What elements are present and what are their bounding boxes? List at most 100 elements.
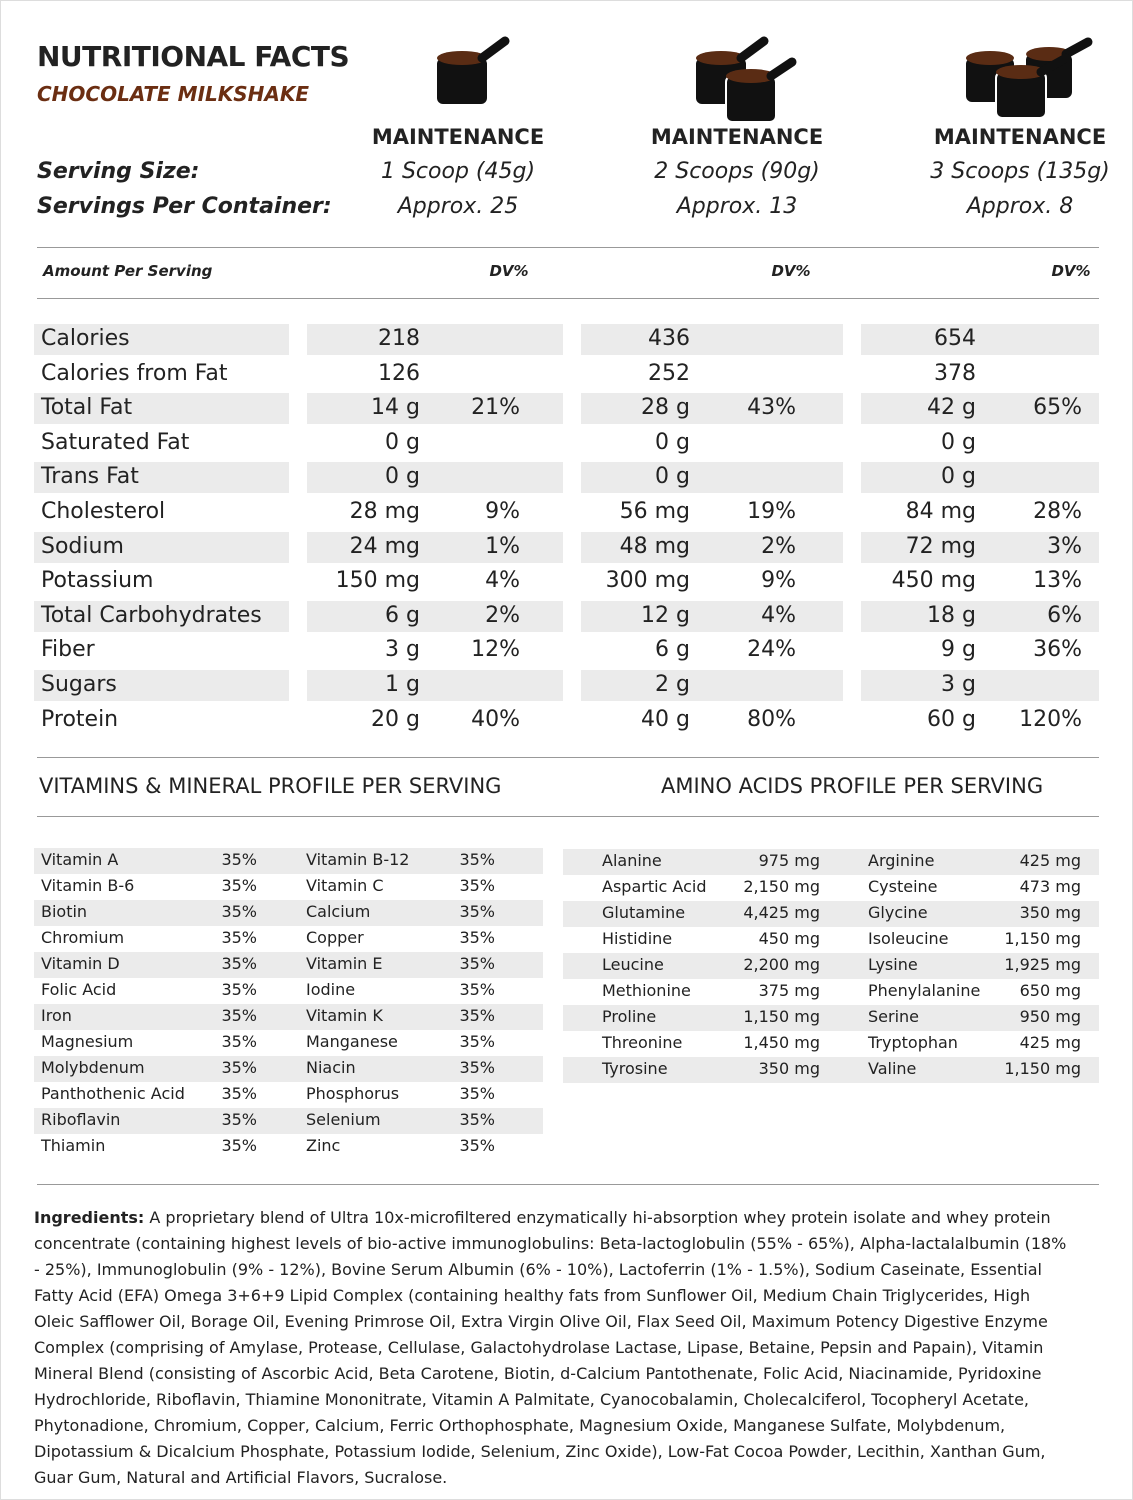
nutrient-dv: 36% <box>1033 637 1082 663</box>
item-name: Lysine <box>868 955 918 974</box>
item-amount: 350 mg <box>758 1059 820 1078</box>
nutrient-dv: 28% <box>1033 499 1082 524</box>
row-shade <box>34 900 543 926</box>
nutrient-dv: 6% <box>1047 602 1082 628</box>
row-shade <box>307 462 563 494</box>
nutrient-amount: 0 g <box>655 429 690 455</box>
item-amount: 35% <box>459 980 495 999</box>
item-name: Valine <box>868 1059 917 1078</box>
item-amount: 425 mg <box>1019 851 1081 870</box>
nutrient-amount: 42 g <box>927 395 976 421</box>
item-name: Histidine <box>602 929 673 948</box>
nutrient-name: Trans Fat <box>41 464 139 490</box>
nutrient-amount: 3 g <box>941 672 976 697</box>
row-shade <box>581 670 843 701</box>
item-name: Magnesium <box>41 1032 134 1051</box>
dv-header: DV% <box>1051 262 1091 280</box>
row-shade <box>563 953 1099 979</box>
item-amount: 425 mg <box>1019 1033 1081 1052</box>
item-amount: 35% <box>459 1032 495 1051</box>
item-name: Vitamin E <box>306 954 383 973</box>
item-amount: 650 mg <box>1019 981 1081 1000</box>
nutrient-dv: 12% <box>471 637 520 663</box>
nutrient-amount: 436 <box>648 326 690 351</box>
item-name: Riboflavin <box>41 1110 121 1129</box>
item-amount: 35% <box>459 1006 495 1025</box>
item-name: Vitamin B-12 <box>306 850 410 869</box>
row-shade <box>563 1005 1099 1031</box>
row-shade <box>307 324 563 355</box>
nutrient-name: Saturated Fat <box>41 429 190 455</box>
nutrient-name: Calories <box>41 326 130 351</box>
item-amount: 2,200 mg <box>743 955 820 974</box>
item-amount: 35% <box>459 902 495 921</box>
nutrient-name: Total Fat <box>41 395 133 421</box>
item-name: Arginine <box>868 851 935 870</box>
item-amount: 2,150 mg <box>743 877 820 896</box>
item-name: Thiamin <box>41 1136 106 1155</box>
nutrient-amount: 2 g <box>655 672 690 697</box>
item-amount: 1,450 mg <box>743 1033 820 1052</box>
serving-size: 3 Scoops (135g) <box>930 159 1110 184</box>
item-amount: 35% <box>459 1084 495 1103</box>
nutrient-amount: 14 g <box>371 395 420 421</box>
item-name: Biotin <box>41 902 88 921</box>
nutrient-name: Cholesterol <box>41 499 166 524</box>
item-amount: 35% <box>221 1058 257 1077</box>
nutrient-amount: 24 mg <box>349 533 420 559</box>
nutrient-dv: 4% <box>485 568 520 594</box>
row-shade <box>34 462 289 494</box>
divider <box>37 298 1099 299</box>
nutrient-dv: 80% <box>747 706 796 732</box>
item-name: Phenylalanine <box>868 981 981 1000</box>
servings-per-container: Approx. 25 <box>397 194 519 219</box>
servings-per-container: Approx. 13 <box>676 194 798 219</box>
amount-per-serving-label: Amount Per Serving <box>43 262 213 280</box>
row-shade <box>34 531 289 563</box>
item-amount: 35% <box>221 1032 257 1051</box>
nutrient-name: Sugars <box>41 672 117 697</box>
amino-title: AMINO ACIDS PROFILE PER SERVING <box>661 774 1044 798</box>
nutrient-dv: 24% <box>747 637 796 663</box>
item-name: Phosphorus <box>306 1084 400 1103</box>
item-name: Glutamine <box>602 903 686 922</box>
title: NUTRITIONAL FACTS <box>37 40 350 73</box>
divider <box>37 247 1099 248</box>
nutrient-dv: 9% <box>485 499 520 524</box>
item-name: Tryptophan <box>868 1033 958 1052</box>
item-amount: 35% <box>221 928 257 947</box>
dv-header: DV% <box>489 262 529 280</box>
nutrient-amount: 1 g <box>385 672 420 697</box>
nutrient-name: Fiber <box>41 637 95 663</box>
nutrient-dv: 40% <box>471 706 520 732</box>
item-name: Molybdenum <box>41 1058 145 1077</box>
item-name: Cysteine <box>868 877 938 896</box>
item-name: Leucine <box>602 955 664 974</box>
nutrient-amount: 40 g <box>641 706 690 732</box>
item-name: Vitamin K <box>306 1006 383 1025</box>
row-shade <box>861 324 1099 355</box>
nutrient-amount: 60 g <box>927 706 976 732</box>
item-name: Methionine <box>602 981 691 1000</box>
item-amount: 35% <box>221 1110 257 1129</box>
row-shade <box>307 600 563 632</box>
nutrient-amount: 450 mg <box>891 568 976 594</box>
nutrient-dv: 13% <box>1033 568 1082 594</box>
servings-per-container-label: Servings Per Container: <box>37 194 332 219</box>
plan-name: MAINTENANCE <box>933 125 1107 149</box>
row-shade <box>34 848 543 874</box>
item-amount: 35% <box>459 928 495 947</box>
row-shade <box>34 670 289 701</box>
nutrient-dv: 4% <box>761 602 796 628</box>
divider <box>37 1184 1099 1185</box>
row-shade <box>861 393 1099 425</box>
nutrient-dv: 3% <box>1047 533 1082 559</box>
item-amount: 35% <box>459 1136 495 1155</box>
item-name: Vitamin C <box>306 876 384 895</box>
nutrient-amount: 378 <box>934 360 976 386</box>
item-name: Vitamin D <box>41 954 120 973</box>
ingredients-text: A proprietary blend of Ultra 10x-microfi… <box>34 1208 1067 1487</box>
serving-size: 1 Scoop (45g) <box>380 159 536 184</box>
item-amount: 35% <box>221 876 257 895</box>
nutrient-name: Sodium <box>41 533 124 559</box>
